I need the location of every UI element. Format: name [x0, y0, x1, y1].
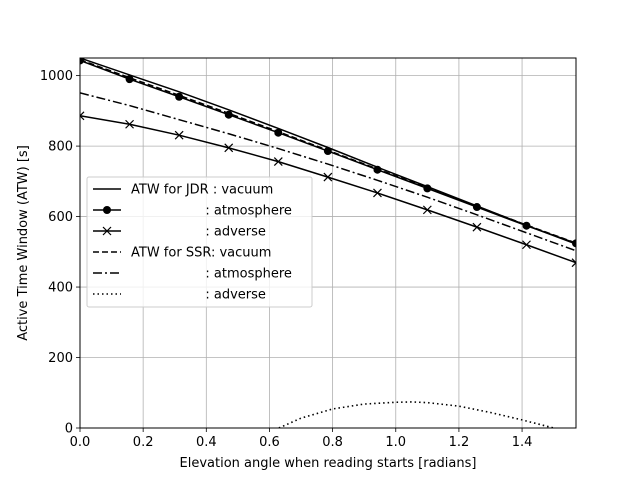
y-tick-label: 800: [48, 140, 73, 155]
x-marker-stroke: [472, 222, 482, 232]
x-axis-label: Elevation angle when reading starts [rad…: [180, 456, 477, 471]
legend: ATW for JDR : vacuum : atmosphere : adve…: [86, 176, 313, 308]
x-marker-stroke: [571, 261, 576, 268]
x-tick-label: 1.2: [449, 435, 470, 450]
x-marker-stroke: [80, 114, 85, 121]
x-marker-stroke: [323, 172, 333, 182]
legend-label-3: : adverse: [131, 225, 266, 240]
x-marker-stroke: [522, 240, 531, 250]
data-point-series-3: [422, 205, 432, 215]
x-tick-label: 1.0: [385, 435, 406, 450]
data-point-series-3: [125, 119, 134, 129]
legend-label-4: ATW for SSR: vacuum: [131, 246, 271, 261]
x-marker-stroke: [125, 119, 134, 129]
y-axis-label: Active Time Window (ATW) [s]: [16, 145, 31, 341]
data-point-series-3: [323, 172, 333, 182]
x-marker-stroke: [174, 130, 184, 140]
data-point-series-3: [522, 240, 531, 250]
legend-label-1: ATW for JDR : vacuum: [131, 183, 273, 198]
x-tick-label: 0.6: [259, 435, 280, 450]
legend-box: [86, 176, 313, 308]
y-tick-label: 1000: [40, 69, 73, 84]
legend-marker-2: [103, 206, 111, 214]
x-marker-stroke: [273, 157, 283, 167]
x-tick-label: 0.8: [322, 435, 343, 450]
y-tick-label: 0: [65, 422, 73, 437]
series-layer: [80, 58, 576, 428]
legend-label-2: : atmosphere: [131, 204, 292, 219]
x-tick-label: 0.2: [133, 435, 154, 450]
x-tick-label: 0.0: [70, 435, 91, 450]
legend-marker-3: [102, 226, 112, 236]
x-marker-stroke: [571, 258, 576, 264]
x-tick-label: 1.4: [512, 435, 533, 450]
x-marker-stroke: [224, 143, 234, 153]
x-marker-stroke: [102, 226, 112, 236]
data-point-series-3: [571, 258, 576, 268]
series-line-5: [80, 92, 576, 252]
x-marker-stroke: [80, 111, 85, 117]
data-point-series-3: [472, 222, 482, 232]
series-line-6: [278, 401, 554, 428]
data-point-series-3: [174, 130, 184, 140]
x-tick-label: 0.4: [196, 435, 217, 450]
axis-ticks: 0.0 0.2 0.4 0.6 0.8 1.0 1.2 1.4 0 200 400 600 800 100…: [40, 69, 533, 450]
x-marker-stroke: [422, 205, 432, 215]
series-line-4: [80, 59, 576, 244]
x-marker-stroke: [373, 188, 382, 198]
data-point-series-3: [224, 143, 234, 153]
legend-label-5: : atmosphere: [131, 267, 292, 282]
plot-area-frame: [79, 57, 577, 429]
data-point-series-3: [80, 111, 85, 121]
legend-label-6: : adverse: [131, 288, 266, 303]
y-tick-label: 600: [48, 210, 73, 225]
y-tick-label: 400: [48, 281, 73, 296]
data-point-series-3: [373, 188, 382, 198]
y-tick-label: 200: [48, 351, 73, 366]
data-point-series-3: [273, 157, 283, 167]
